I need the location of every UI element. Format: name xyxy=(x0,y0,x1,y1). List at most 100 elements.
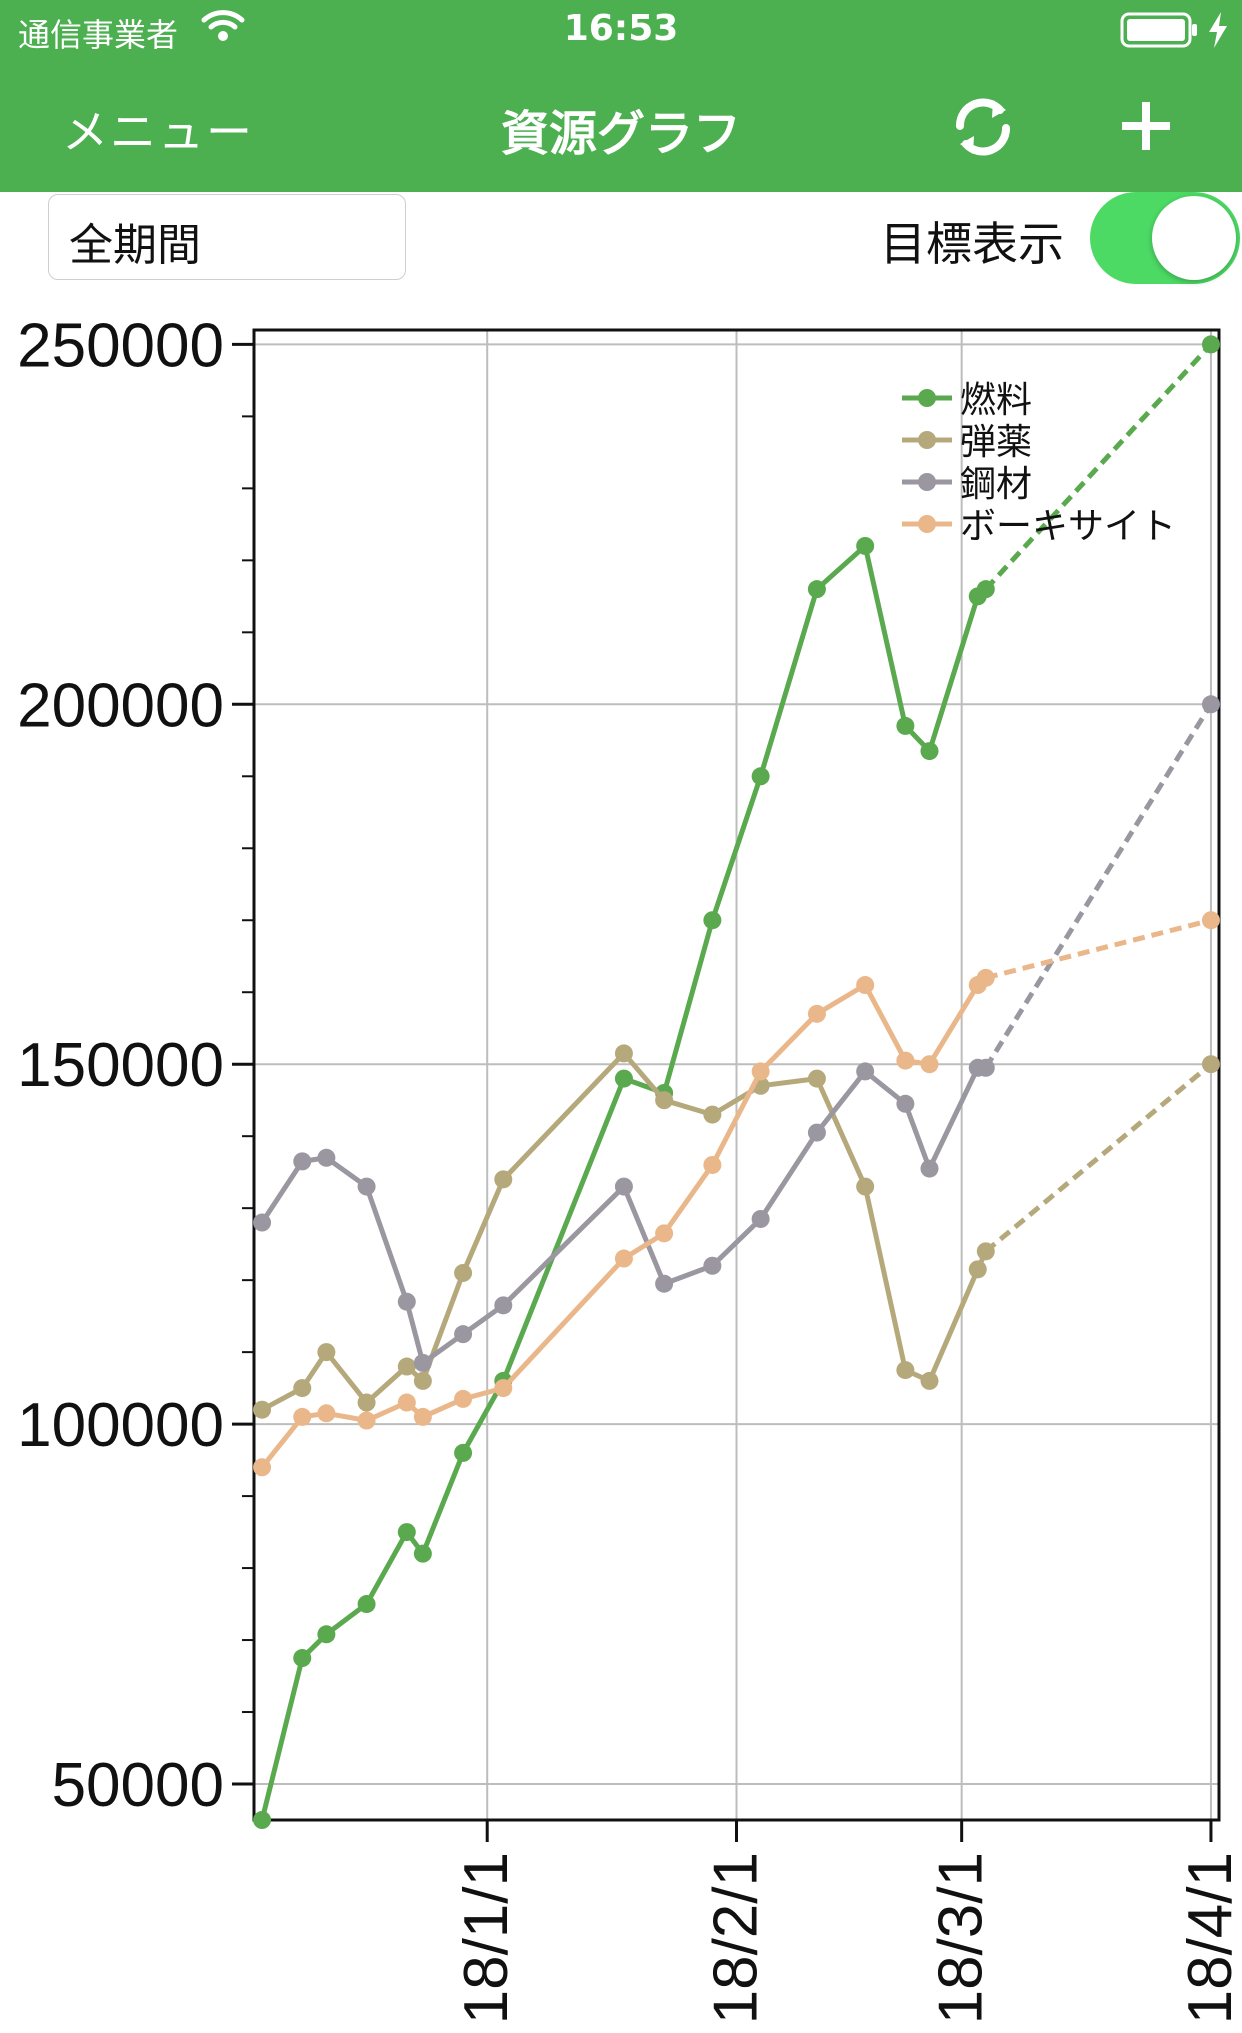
data-point-steel xyxy=(494,1296,513,1315)
data-point-steel xyxy=(856,1062,875,1081)
data-point-steel xyxy=(703,1256,722,1275)
y-tick-label: 200000 xyxy=(17,671,224,740)
data-point-ammo xyxy=(413,1371,432,1390)
data-point-bauxite xyxy=(454,1389,473,1408)
data-point-steel xyxy=(751,1209,770,1228)
data-point-fuel xyxy=(253,1811,272,1829)
data-point-bauxite xyxy=(253,1458,272,1477)
y-tick-label: 100000 xyxy=(17,1391,224,1460)
target-point-bauxite xyxy=(1201,911,1220,930)
legend-label-fuel: 燃料 xyxy=(960,380,1032,421)
data-point-ammo xyxy=(317,1343,336,1362)
data-point-fuel xyxy=(807,580,826,599)
data-point-steel xyxy=(317,1148,336,1167)
x-tick-label: 18/4/1 xyxy=(1176,1852,1242,2024)
data-point-fuel xyxy=(413,1544,432,1563)
data-point-bauxite xyxy=(655,1224,674,1243)
goal-display-toggle[interactable] xyxy=(1090,192,1240,284)
data-point-steel xyxy=(293,1152,312,1171)
target-line-fuel xyxy=(983,342,1213,591)
x-tick-label: 18/2/1 xyxy=(702,1852,771,2024)
data-point-steel xyxy=(976,1058,995,1077)
data-point-steel xyxy=(614,1177,633,1196)
y-tick-label: 150000 xyxy=(17,1031,224,1100)
data-point-steel xyxy=(807,1123,826,1142)
legend-marker-fuel xyxy=(918,389,936,407)
charging-icon xyxy=(1206,10,1230,54)
data-point-bauxite xyxy=(317,1404,336,1423)
legend-label-ammo: 弾薬 xyxy=(960,422,1032,463)
y-tick-label: 250000 xyxy=(17,311,224,380)
data-point-ammo xyxy=(494,1170,513,1189)
data-point-steel xyxy=(413,1353,432,1372)
legend-marker-ammo xyxy=(918,431,936,449)
chart-axes: 250000 200000 150000 100000 50000 18/1/1 18/2/… xyxy=(17,311,1242,2024)
data-point-fuel xyxy=(357,1595,376,1614)
data-point-fuel xyxy=(317,1625,336,1644)
data-point-steel xyxy=(655,1274,674,1293)
x-tick-label: 18/1/1 xyxy=(452,1852,521,2024)
target-point-fuel xyxy=(1201,335,1220,354)
page-title: 資源グラフ xyxy=(500,106,741,162)
data-point-steel xyxy=(397,1292,416,1311)
target-line-bauxite xyxy=(985,917,1212,981)
data-point-ammo xyxy=(614,1044,633,1063)
resource-chart: 250000 200000 150000 100000 50000 18/1/1 18/2/… xyxy=(17,311,1242,2024)
series-line-ammo xyxy=(260,1050,989,1412)
status-time: 16:53 xyxy=(563,8,679,49)
legend-marker-bauxite xyxy=(918,515,936,533)
data-point-ammo xyxy=(357,1393,376,1412)
app-header: 通信事業者 16:53 メニュー 資源グラフ xyxy=(0,0,1242,192)
data-point-steel xyxy=(920,1159,939,1178)
data-point-fuel xyxy=(856,536,875,555)
data-point-ammo xyxy=(968,1260,987,1279)
data-point-ammo xyxy=(397,1357,416,1376)
data-point-bauxite xyxy=(397,1393,416,1412)
data-point-ammo xyxy=(807,1069,826,1088)
data-point-ammo xyxy=(253,1400,272,1419)
data-point-fuel xyxy=(976,580,995,599)
data-point-ammo xyxy=(896,1361,915,1380)
data-point-steel xyxy=(357,1177,376,1196)
data-point-fuel xyxy=(293,1649,312,1668)
series-line-steel xyxy=(259,1065,986,1366)
period-selector[interactable]: 全期間 xyxy=(48,194,406,280)
data-point-ammo xyxy=(920,1371,939,1390)
data-point-fuel xyxy=(920,742,939,761)
data-point-bauxite xyxy=(920,1055,939,1074)
data-point-steel xyxy=(454,1325,473,1344)
data-point-bauxite xyxy=(357,1411,376,1430)
data-point-fuel xyxy=(703,911,722,930)
data-point-ammo xyxy=(293,1379,312,1398)
y-tick-label: 50000 xyxy=(52,1751,224,1820)
data-point-fuel xyxy=(614,1069,633,1088)
period-value: 全期間 xyxy=(69,220,201,271)
chart-series xyxy=(253,335,1220,1829)
data-point-steel xyxy=(896,1094,915,1113)
data-point-ammo xyxy=(976,1242,995,1261)
add-icon[interactable] xyxy=(1116,96,1176,160)
target-point-ammo xyxy=(1201,1055,1220,1074)
legend-marker-steel xyxy=(918,473,936,491)
target-line-steel xyxy=(983,702,1214,1070)
data-point-fuel xyxy=(454,1443,473,1462)
data-point-bauxite xyxy=(751,1062,770,1081)
data-point-fuel xyxy=(896,716,915,735)
refresh-icon[interactable] xyxy=(950,96,1016,162)
data-point-bauxite xyxy=(856,976,875,995)
data-point-fuel xyxy=(751,767,770,786)
carrier-name: 通信事業者 xyxy=(18,16,179,54)
menu-button[interactable]: メニュー xyxy=(62,105,254,159)
legend-label-steel: 鋼材 xyxy=(960,464,1032,505)
data-point-bauxite xyxy=(896,1051,915,1070)
data-point-ammo xyxy=(454,1263,473,1282)
data-point-ammo xyxy=(703,1105,722,1124)
target-line-ammo xyxy=(984,1062,1213,1254)
data-point-ammo xyxy=(856,1177,875,1196)
toggle-knob[interactable] xyxy=(1152,196,1236,280)
goal-display-label: 目標表示 xyxy=(880,217,1064,271)
data-point-bauxite xyxy=(807,1004,826,1023)
data-point-bauxite xyxy=(413,1407,432,1426)
battery-icon xyxy=(1120,12,1200,54)
